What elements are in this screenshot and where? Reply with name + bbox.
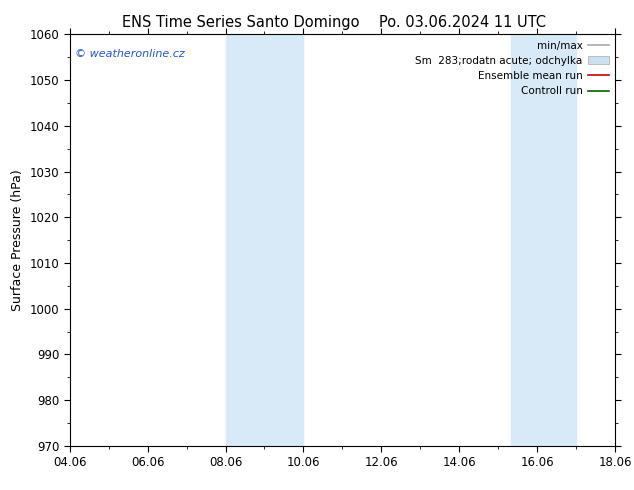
- Bar: [252, 34, 304, 446]
- Text: Po. 03.06.2024 11 UTC: Po. 03.06.2024 11 UTC: [379, 15, 547, 30]
- Text: ENS Time Series Santo Domingo: ENS Time Series Santo Domingo: [122, 15, 359, 30]
- Bar: [537, 34, 576, 446]
- Legend: min/max, Sm  283;rodatn acute; odchylka, Ensemble mean run, Controll run: min/max, Sm 283;rodatn acute; odchylka, …: [411, 36, 613, 100]
- Bar: [226, 34, 252, 446]
- Text: © weatheronline.cz: © weatheronline.cz: [75, 49, 185, 59]
- Bar: [511, 34, 537, 446]
- Y-axis label: Surface Pressure (hPa): Surface Pressure (hPa): [11, 169, 24, 311]
